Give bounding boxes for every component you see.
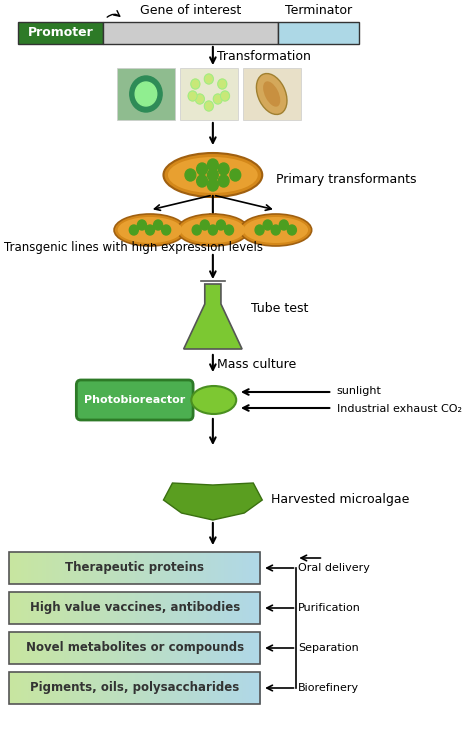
Ellipse shape (168, 157, 258, 193)
Text: Transformation: Transformation (218, 50, 311, 62)
Circle shape (218, 79, 227, 89)
Circle shape (146, 225, 155, 235)
Ellipse shape (191, 386, 236, 414)
Bar (278, 22, 359, 44)
Ellipse shape (263, 82, 280, 107)
Circle shape (209, 225, 218, 235)
Bar (243, 68, 301, 120)
Bar (9, 672, 261, 704)
Circle shape (154, 220, 163, 230)
Ellipse shape (244, 217, 308, 243)
Bar (9, 632, 261, 664)
Text: Separation: Separation (298, 643, 359, 653)
Circle shape (137, 220, 146, 230)
Circle shape (204, 101, 213, 111)
Ellipse shape (114, 214, 186, 246)
Circle shape (279, 220, 288, 230)
Circle shape (191, 79, 200, 89)
Text: Biorefinery: Biorefinery (298, 683, 359, 693)
Circle shape (192, 225, 201, 235)
Circle shape (135, 82, 157, 106)
Bar (18, 22, 103, 44)
Circle shape (271, 225, 280, 235)
Text: High value vaccines, antibodies: High value vaccines, antibodies (29, 602, 240, 614)
Circle shape (230, 169, 241, 181)
Text: Primary transformants: Primary transformants (276, 173, 416, 187)
Circle shape (208, 179, 218, 191)
Bar (9, 552, 261, 584)
Circle shape (204, 74, 213, 84)
Text: Purification: Purification (298, 603, 361, 613)
Text: Gene of interest: Gene of interest (140, 4, 241, 17)
Text: Oral delivery: Oral delivery (298, 563, 370, 573)
Circle shape (201, 220, 209, 230)
Polygon shape (183, 284, 242, 349)
Ellipse shape (164, 153, 262, 197)
Text: Transgenic lines with high expression levels: Transgenic lines with high expression le… (4, 241, 264, 253)
Circle shape (287, 225, 296, 235)
Circle shape (255, 225, 264, 235)
Circle shape (197, 163, 208, 175)
Text: Promoter: Promoter (28, 27, 93, 39)
Circle shape (197, 175, 208, 187)
Text: Pigments, oils, polysaccharides: Pigments, oils, polysaccharides (30, 682, 239, 694)
Ellipse shape (256, 73, 287, 114)
Text: Photobioreactor: Photobioreactor (84, 395, 185, 405)
Ellipse shape (118, 217, 182, 243)
Circle shape (225, 225, 234, 235)
Circle shape (195, 94, 204, 104)
Text: Industrial exhaust CO₂: Industrial exhaust CO₂ (337, 404, 462, 414)
Text: sunlight: sunlight (337, 386, 382, 396)
Text: Terminator: Terminator (285, 4, 352, 17)
Bar (117, 68, 175, 120)
Circle shape (218, 175, 229, 187)
Circle shape (185, 169, 196, 181)
Ellipse shape (177, 214, 249, 246)
Circle shape (218, 163, 229, 175)
Circle shape (129, 225, 138, 235)
Ellipse shape (181, 217, 245, 243)
Circle shape (217, 220, 226, 230)
Circle shape (130, 76, 162, 112)
Circle shape (208, 159, 218, 171)
Circle shape (162, 225, 171, 235)
Text: Therapeutic proteins: Therapeutic proteins (65, 562, 204, 574)
Circle shape (213, 94, 222, 104)
Text: Novel metabolites or compounds: Novel metabolites or compounds (26, 642, 244, 654)
Text: Mass culture: Mass culture (218, 357, 297, 370)
Circle shape (188, 91, 197, 101)
Text: Tube test: Tube test (251, 302, 308, 316)
Bar (9, 592, 261, 624)
Circle shape (263, 220, 272, 230)
Circle shape (220, 91, 229, 101)
Circle shape (208, 169, 218, 181)
Ellipse shape (240, 214, 312, 246)
FancyBboxPatch shape (76, 380, 193, 420)
Bar (180, 68, 238, 120)
Bar (103, 22, 278, 44)
Text: Harvested microalgae: Harvested microalgae (271, 494, 410, 507)
Polygon shape (164, 483, 262, 520)
